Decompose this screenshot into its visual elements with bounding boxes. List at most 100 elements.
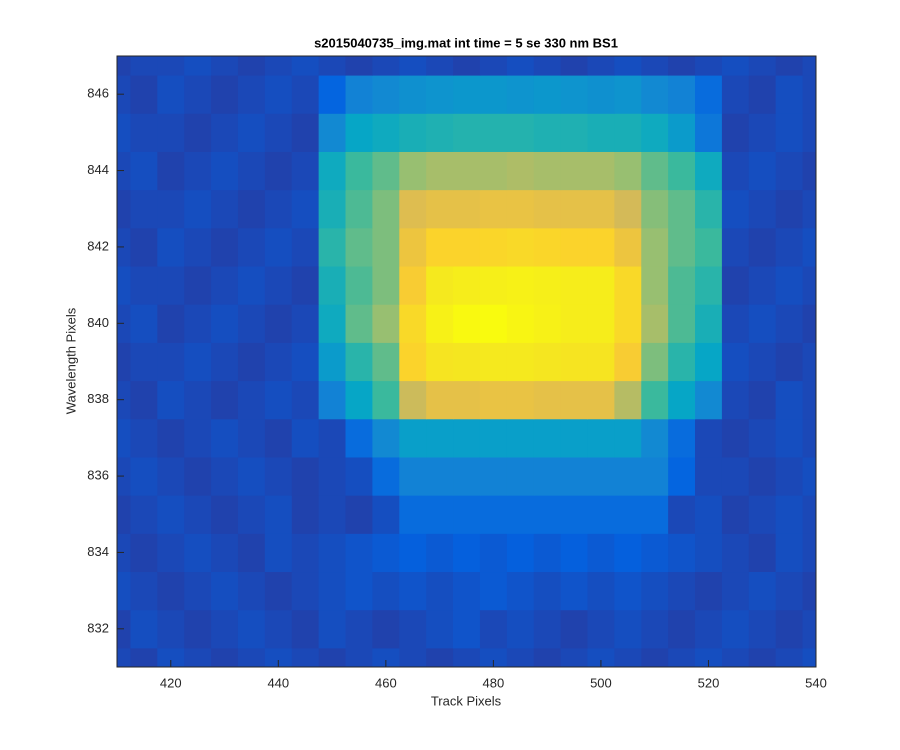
heat-cell <box>264 495 293 534</box>
heat-cell <box>237 609 266 649</box>
heat-cell <box>668 456 696 496</box>
heat-cell <box>533 342 562 382</box>
heat-cell <box>668 533 696 573</box>
heat-cell <box>453 609 481 649</box>
heat-cell <box>614 647 642 667</box>
heat-cell <box>668 189 696 229</box>
heat-cell <box>211 189 239 229</box>
heat-cell <box>560 456 588 496</box>
heat-cell <box>184 342 212 382</box>
heat-cell <box>587 380 615 420</box>
heat-cell <box>291 266 320 305</box>
heat-cell <box>479 571 508 611</box>
heat-cell <box>587 75 615 114</box>
heat-cell <box>318 418 347 458</box>
heat-cell <box>506 304 535 343</box>
heat-cell <box>345 380 373 420</box>
heat-cell <box>399 113 427 152</box>
heat-cell <box>291 151 320 191</box>
heat-cell <box>318 75 347 114</box>
heat-cell <box>453 189 481 229</box>
axes-box <box>116 55 817 668</box>
heat-cell <box>668 266 696 305</box>
heat-cell <box>291 533 320 573</box>
heat-cell <box>318 647 347 667</box>
heat-cell <box>372 189 400 229</box>
heat-cell <box>614 266 642 305</box>
heat-cell <box>587 571 615 611</box>
heat-cell <box>211 151 239 191</box>
heat-cell <box>748 647 777 667</box>
heat-cell <box>533 189 562 229</box>
heat-cell <box>291 647 320 667</box>
heat-cell <box>130 266 158 305</box>
heat-cell <box>157 56 185 76</box>
heat-cell <box>130 647 158 667</box>
heat-cell <box>560 189 588 229</box>
heat-cell <box>506 495 535 534</box>
heat-cell <box>264 609 293 649</box>
heat-cell <box>130 304 158 343</box>
heat-cell <box>184 495 212 534</box>
heat-cell <box>372 75 400 114</box>
heat-cell <box>372 151 400 191</box>
heat-cell <box>668 571 696 611</box>
heat-cell <box>130 151 158 191</box>
heat-cell <box>560 533 588 573</box>
heat-cell <box>748 533 777 573</box>
heat-cell <box>614 189 642 229</box>
heat-cell <box>237 75 266 114</box>
heat-cell <box>130 571 158 611</box>
heat-cell <box>506 571 535 611</box>
heat-cell <box>668 647 696 667</box>
heat-cell <box>748 380 777 420</box>
heat-cell <box>533 609 562 649</box>
heat-cell <box>130 380 158 420</box>
heat-cell <box>479 56 508 76</box>
heat-cell <box>453 304 481 343</box>
heat-cell <box>775 456 804 496</box>
heat-cell <box>453 533 481 573</box>
heat-cell <box>426 75 454 114</box>
heat-cell <box>668 380 696 420</box>
heat-cell <box>453 571 481 611</box>
x-tick-label: 440 <box>267 675 289 690</box>
heat-cell <box>157 456 185 496</box>
heat-cell <box>695 571 723 611</box>
heat-cell <box>130 189 158 229</box>
heat-cell <box>117 342 131 382</box>
heat-cell <box>184 227 212 267</box>
heat-cell <box>237 266 266 305</box>
heat-cell <box>237 571 266 611</box>
heat-cell <box>345 456 373 496</box>
heat-cell <box>587 189 615 229</box>
heat-cell <box>426 151 454 191</box>
heat-cell <box>237 533 266 573</box>
heat-cell <box>345 571 373 611</box>
heat-cell <box>721 495 750 534</box>
heat-cell <box>802 647 816 667</box>
heat-cell <box>695 418 723 458</box>
heat-cell <box>130 113 158 152</box>
heat-cell <box>130 342 158 382</box>
heat-cell <box>479 304 508 343</box>
heat-cell <box>775 609 804 649</box>
heat-cell <box>668 304 696 343</box>
chart-title: s2015040735_img.mat int time = 5 se 330 … <box>314 35 618 50</box>
heat-cell <box>372 533 400 573</box>
heat-cell <box>802 342 816 382</box>
heat-cell <box>211 609 239 649</box>
heat-cell <box>721 189 750 229</box>
heat-cell <box>237 56 266 76</box>
heat-cell <box>426 495 454 534</box>
heat-cell <box>641 609 669 649</box>
heat-cell <box>479 342 508 382</box>
heat-cell <box>668 227 696 267</box>
heat-cell <box>695 56 723 76</box>
heat-cell <box>157 533 185 573</box>
heat-cell <box>157 151 185 191</box>
heat-cell <box>479 380 508 420</box>
heat-cell <box>399 75 427 114</box>
heat-cell <box>560 495 588 534</box>
heat-cell <box>184 151 212 191</box>
